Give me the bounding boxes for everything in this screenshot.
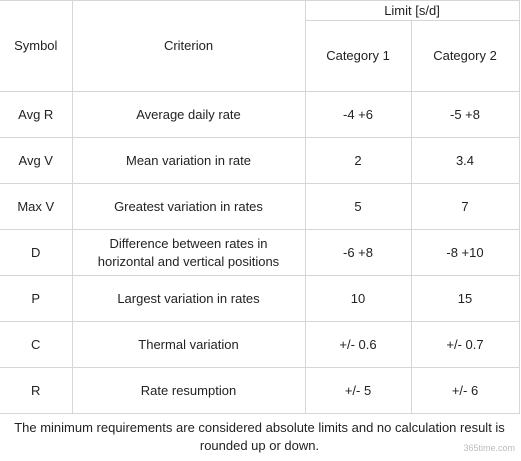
table-cell: 10: [304, 275, 412, 322]
table-cell: P: [0, 275, 73, 322]
table-cell: +/- 0.7: [410, 321, 520, 368]
table-cell: D: [0, 229, 73, 276]
table-cell: -5 +8: [410, 91, 520, 138]
table-cell: Thermal variation: [71, 321, 306, 368]
header-cell: Symbol: [0, 0, 73, 92]
table-cell: 7: [410, 183, 520, 230]
table-cell: 5: [304, 183, 412, 230]
table-cell: +/- 5: [304, 367, 412, 414]
watermark: 365time.com: [463, 443, 515, 453]
table-cell: Avg R: [0, 91, 73, 138]
header-cell: Category 2: [410, 20, 520, 92]
table-row: Max V Greatest variation in rates 5 7: [0, 183, 520, 230]
table-cell: 15: [410, 275, 520, 322]
table-row: P Largest variation in rates 10 15: [0, 275, 520, 322]
table-cell: -6 +8: [304, 229, 412, 276]
table-cell: -8 +10: [410, 229, 520, 276]
table-cell: 2: [304, 137, 412, 184]
table-cell: +/- 6: [410, 367, 520, 414]
table-cell: Difference between rates in horizontal a…: [71, 229, 306, 276]
table-cell: Avg V: [0, 137, 73, 184]
header-row: Category 1 Category 2: [0, 20, 520, 92]
table-row: Avg V Mean variation in rate 2 3.4: [0, 137, 520, 184]
table-cell: Max V: [0, 183, 73, 230]
table-cell: C: [0, 321, 73, 368]
header-cell: Category 1: [304, 20, 412, 92]
header-row: Symbol Criterion Limit [s/d]: [0, 0, 520, 92]
table-cell: -4 +6: [304, 91, 412, 138]
table-cell: Mean variation in rate: [71, 137, 306, 184]
table-row: R Rate resumption +/- 5 +/- 6: [0, 367, 520, 414]
table-cell: R: [0, 367, 73, 414]
table-cell: Rate resumption: [71, 367, 306, 414]
table-cell: Average daily rate: [71, 91, 306, 138]
table-cell: 3.4: [410, 137, 520, 184]
table-cell: Largest variation in rates: [71, 275, 306, 322]
footnote-row: The minimum requirements are considered …: [0, 413, 519, 460]
header-cell: Criterion: [71, 0, 306, 92]
table-cell: +/- 0.6: [304, 321, 412, 368]
footnote: The minimum requirements are considered …: [0, 413, 519, 460]
table-cell: Greatest variation in rates: [71, 183, 306, 230]
header-cell: Limit [s/d]: [304, 0, 520, 21]
table-row: D Difference between rates in horizontal …: [0, 229, 520, 276]
table-row: Avg R Average daily rate -4 +6 -5 +8: [0, 91, 520, 138]
table-row: C Thermal variation +/- 0.6 +/- 0.7: [0, 321, 520, 368]
